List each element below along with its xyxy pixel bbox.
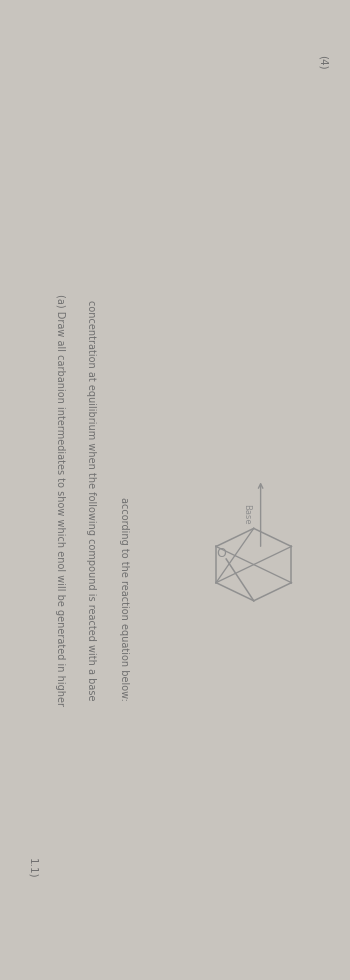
Text: according to the reaction equation below:: according to the reaction equation below… xyxy=(119,498,129,702)
Text: (a) Draw all carbanion intermediates to show which enol will be generated in hig: (a) Draw all carbanion intermediates to … xyxy=(55,294,65,706)
Text: O: O xyxy=(216,547,226,560)
Text: concentration at equilibrium when the following compound is reacted with a base: concentration at equilibrium when the fo… xyxy=(86,300,96,700)
Text: 1.1): 1.1) xyxy=(27,858,37,878)
Text: Base: Base xyxy=(242,504,251,524)
Text: (4): (4) xyxy=(317,55,328,70)
